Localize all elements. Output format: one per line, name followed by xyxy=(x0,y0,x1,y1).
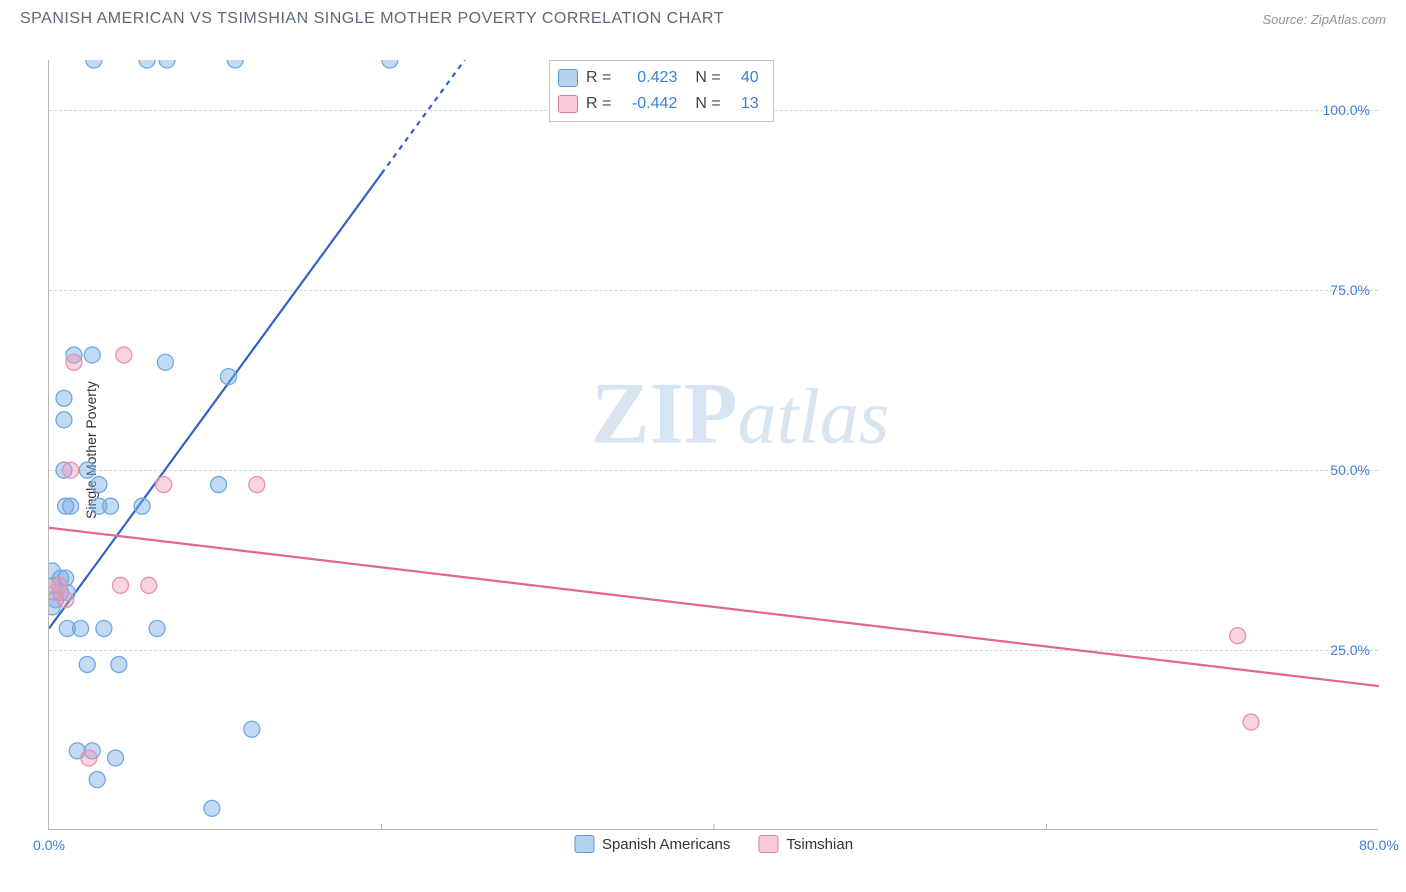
stats-row-blue: R = 0.423 N = 40 xyxy=(558,65,759,91)
chart-container: Single Mother Poverty R = 0.423 N = 40 R… xyxy=(40,40,1386,860)
chart-title: SPANISH AMERICAN VS TSIMSHIAN SINGLE MOT… xyxy=(20,10,724,28)
swatch-blue-icon xyxy=(558,69,578,87)
n-label: N = xyxy=(695,69,720,87)
r-label: R = xyxy=(586,69,611,87)
legend-item-spanish: Spanish Americans xyxy=(574,835,730,853)
stats-row-pink: R = -0.442 N = 13 xyxy=(558,91,759,117)
x-tick-label: 0.0% xyxy=(33,837,65,853)
y-tick-label: 75.0% xyxy=(1330,282,1370,298)
r-value-pink: -0.442 xyxy=(619,95,677,113)
legend-item-tsimshian: Tsimshian xyxy=(758,835,853,853)
scatter-svg xyxy=(49,60,1379,830)
y-tick-label: 100.0% xyxy=(1323,102,1370,118)
source-label: Source: ZipAtlas.com xyxy=(1262,12,1386,27)
y-tick-label: 25.0% xyxy=(1330,642,1370,658)
stats-box: R = 0.423 N = 40 R = -0.442 N = 13 xyxy=(549,60,774,122)
swatch-pink-icon xyxy=(558,95,578,113)
bottom-legend: Spanish Americans Tsimshian xyxy=(574,835,853,853)
legend-label: Spanish Americans xyxy=(602,836,730,853)
n-value-blue: 40 xyxy=(729,69,759,87)
plot-area: R = 0.423 N = 40 R = -0.442 N = 13 ZIPat… xyxy=(48,60,1378,830)
legend-label: Tsimshian xyxy=(786,836,853,853)
x-tick-label: 80.0% xyxy=(1359,837,1399,853)
swatch-blue-icon xyxy=(574,835,594,853)
swatch-pink-icon xyxy=(758,835,778,853)
n-value-pink: 13 xyxy=(729,95,759,113)
n-label: N = xyxy=(695,95,720,113)
y-tick-label: 50.0% xyxy=(1330,462,1370,478)
r-label: R = xyxy=(586,95,611,113)
r-value-blue: 0.423 xyxy=(619,69,677,87)
